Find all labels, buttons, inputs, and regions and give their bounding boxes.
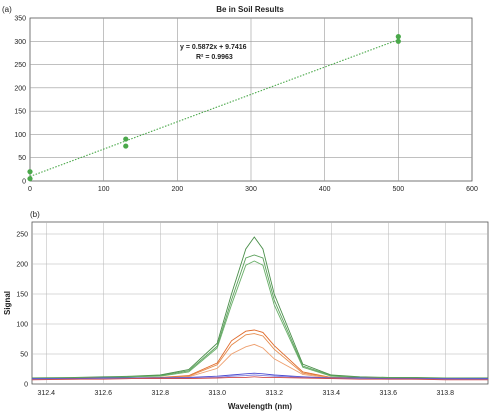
panel-a-y-ticks: 0 50 100 150 200 250 300 350 xyxy=(14,16,26,186)
y-tick-label: 200 xyxy=(16,262,28,269)
panel-b-plot-area xyxy=(31,221,489,385)
panel-a: (a) Be in Soil Results 0 100 200 300 400 500 6… xyxy=(2,5,478,193)
data-point xyxy=(123,136,129,142)
x-tick-label: 500 xyxy=(392,186,404,193)
trendline-r-squared: R² = 0.9963 xyxy=(196,54,233,61)
x-tick-label: 313.4 xyxy=(322,390,340,397)
panel-a-title: Be in Soil Results xyxy=(216,5,284,14)
y-tick-label: 250 xyxy=(14,62,26,69)
x-tick-label: 313.0 xyxy=(208,390,226,397)
y-tick-label: 0 xyxy=(22,179,26,186)
x-tick-label: 100 xyxy=(98,186,110,193)
series-line xyxy=(31,260,488,380)
x-tick-label: 300 xyxy=(245,186,257,193)
panel-a-label: (a) xyxy=(2,5,12,14)
data-point xyxy=(27,176,33,182)
series-line xyxy=(31,236,488,379)
panel-b-label: (b) xyxy=(30,210,40,219)
data-point xyxy=(395,34,401,40)
y-tick-label: 50 xyxy=(18,155,26,162)
x-tick-label: 313.8 xyxy=(436,390,454,397)
y-tick-label: 100 xyxy=(16,322,28,329)
y-tick-label: 250 xyxy=(16,232,28,239)
x-tick-label: 0 xyxy=(28,186,32,193)
data-point xyxy=(123,143,129,149)
y-tick-label: 100 xyxy=(14,132,26,139)
panel-b-series xyxy=(31,236,489,381)
panel-a-x-ticks: 0 100 200 300 400 500 600 xyxy=(28,186,478,193)
panel-b-x-ticks: 312.4 312.6 312.8 313.0 313.2 313.4 313.6 313.8 xyxy=(37,390,454,397)
panel-b-x-axis-label: Wavelength (nm) xyxy=(228,402,292,411)
x-tick-label: 313.6 xyxy=(379,390,397,397)
y-tick-label: 350 xyxy=(14,16,26,23)
panel-a-gridlines xyxy=(30,18,472,181)
y-tick-label: 50 xyxy=(20,352,28,359)
panel-b-y-axis-label: Signal xyxy=(3,291,12,315)
x-tick-label: 400 xyxy=(319,186,331,193)
x-tick-label: 312.6 xyxy=(94,390,112,397)
panel-b-gridlines xyxy=(32,222,488,384)
x-tick-label: 200 xyxy=(171,186,183,193)
y-tick-label: 150 xyxy=(16,292,28,299)
panel-b: (b) 312.4 312.6 312.8 313.0 313.2 313.4 313.6 3… xyxy=(3,210,489,411)
data-point xyxy=(395,38,401,44)
y-tick-label: 300 xyxy=(14,39,26,46)
panel-b-y-ticks: 0 50 100 150 200 250 xyxy=(16,232,28,389)
x-tick-label: 313.2 xyxy=(265,390,283,397)
panel-a-points xyxy=(27,34,401,182)
y-tick-label: 0 xyxy=(24,382,28,389)
y-tick-label: 150 xyxy=(14,109,26,116)
x-tick-label: 600 xyxy=(466,186,478,193)
series-line xyxy=(31,376,488,381)
x-tick-label: 312.8 xyxy=(151,390,169,397)
trendline-equation: y = 0.5872x + 9.7416 xyxy=(180,44,247,51)
data-point xyxy=(27,169,33,175)
y-tick-label: 200 xyxy=(14,85,26,92)
panel-a-trendline xyxy=(29,39,399,177)
x-tick-label: 312.4 xyxy=(37,390,55,397)
series-line xyxy=(32,372,488,380)
